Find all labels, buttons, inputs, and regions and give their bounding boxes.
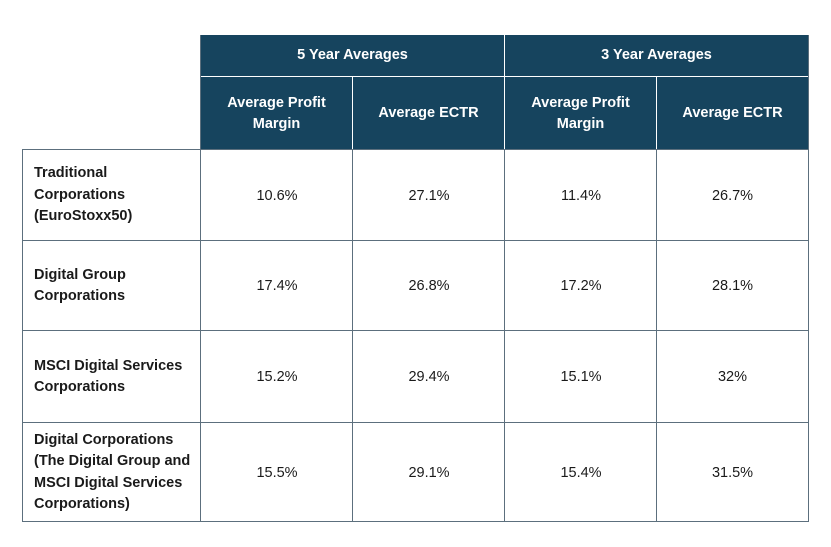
grid-line [22, 422, 809, 423]
group-header-label: 5 Year Averages [297, 47, 408, 63]
cell-value: 15.5% [256, 464, 298, 481]
row-label-traditional-corporations: Traditional Corporations (EuroStoxx50) [22, 150, 201, 241]
cell-value: 15.2% [256, 369, 298, 385]
table-cell: 10.6% [201, 150, 353, 241]
column-header-3y-ectr: Average ECTR [657, 77, 808, 150]
table-cell: 29.4% [353, 331, 505, 423]
column-header-label: Average Profit Margin [531, 94, 630, 132]
table-cell: 31.5% [657, 423, 808, 522]
group-header-label: 3 Year Averages [601, 47, 712, 63]
cell-value: 28.1% [711, 278, 754, 294]
cell-value: 15.1% [560, 369, 602, 385]
table-cell: 26.7% [657, 150, 808, 241]
cell-value: 29.1% [408, 464, 450, 481]
row-label-text: Traditional Corporations (EuroStoxx50) [34, 165, 133, 225]
grid-line [352, 149, 353, 522]
table-cell: 29.1% [353, 423, 505, 522]
table-cell: 17.2% [505, 241, 657, 331]
grid-line [200, 35, 201, 522]
grid-line [22, 149, 809, 150]
row-label-msci-digital-services: MSCI Digital Services Corporations [22, 331, 201, 423]
cell-value: 27.1% [408, 187, 450, 204]
cell-value: 26.8% [408, 278, 450, 294]
group-header-3-year: 3 Year Averages [505, 35, 808, 77]
column-header-3y-profit-margin: Average Profit Margin [505, 77, 657, 150]
table-cell: 15.1% [505, 331, 657, 423]
column-header-label: Average ECTR [378, 105, 479, 121]
grid-line [808, 35, 809, 522]
column-header-label: Average ECTR [682, 105, 783, 121]
grid-line [22, 240, 809, 241]
column-header-5y-profit-margin: Average Profit Margin [201, 77, 353, 150]
cell-value: 10.6% [256, 187, 298, 204]
cell-value: 17.4% [256, 278, 298, 294]
table-cell: 26.8% [353, 241, 505, 331]
row-label-digital-group-corporations: Digital Group Corporations [22, 241, 201, 331]
grid-line [656, 149, 657, 522]
column-header-5y-ectr: Average ECTR [353, 77, 505, 150]
group-header-5-year: 5 Year Averages [201, 35, 505, 77]
row-label-digital-corporations: Digital Corporations (The Digital Group … [22, 423, 201, 522]
row-label-text: MSCI Digital Services Corporations [34, 357, 183, 396]
table-cell: 15.2% [201, 331, 353, 423]
table-cell: 28.1% [657, 241, 808, 331]
table-cell: 32% [657, 331, 808, 423]
row-label-text: Digital Corporations (The Digital Group … [34, 431, 191, 513]
cell-value: 26.7% [711, 187, 754, 204]
cell-value: 32% [717, 369, 748, 385]
row-label-text: Digital Group Corporations [34, 266, 126, 305]
table-cell: 27.1% [353, 150, 505, 241]
table-cell: 15.5% [201, 423, 353, 522]
grid-line [22, 330, 809, 331]
cell-value: 29.4% [408, 369, 450, 385]
grid-line [22, 149, 23, 522]
cell-value: 15.4% [560, 464, 602, 481]
grid-line [22, 521, 809, 522]
cell-value: 11.4% [560, 187, 602, 204]
table-cell: 15.4% [505, 423, 657, 522]
cell-value: 17.2% [560, 278, 602, 294]
table-cell: 11.4% [505, 150, 657, 241]
cell-value: 31.5% [711, 464, 754, 481]
table-cell: 17.4% [201, 241, 353, 331]
column-header-label: Average Profit Margin [227, 94, 326, 132]
grid-line [504, 149, 505, 522]
